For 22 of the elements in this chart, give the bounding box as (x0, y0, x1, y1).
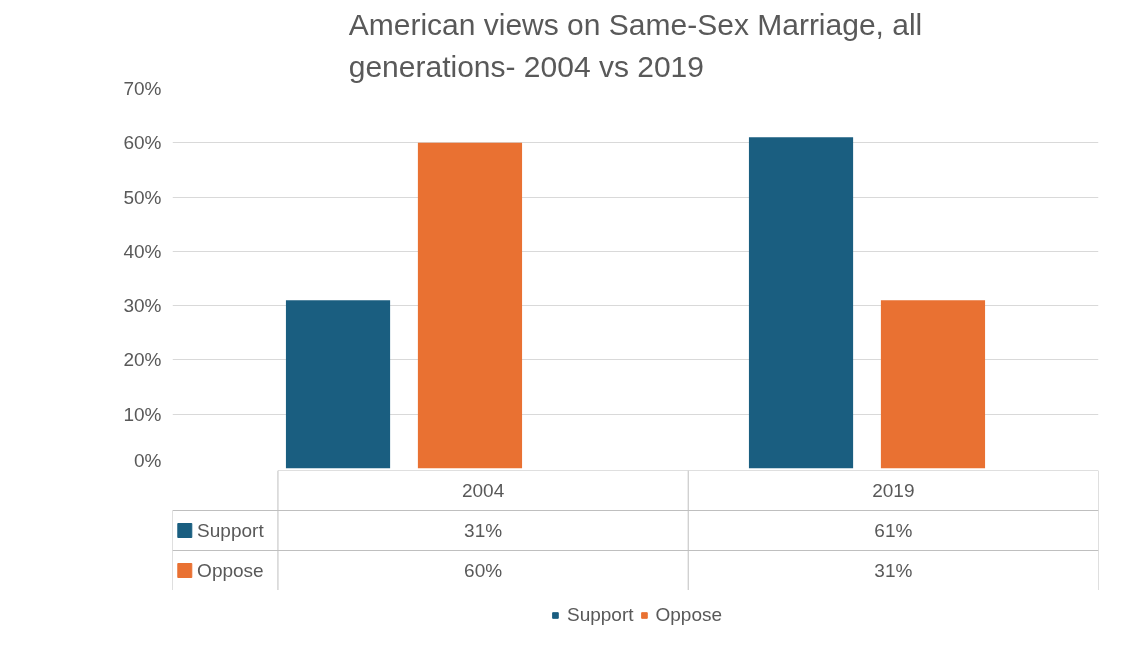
y-tick-label: 10% (123, 403, 162, 425)
y-tick-label: 60% (123, 132, 162, 154)
text: Oppose (197, 560, 264, 581)
bar (417, 142, 523, 469)
data-label: 61% (874, 520, 913, 541)
bar (285, 300, 391, 469)
y-tick-label: 40% (123, 240, 162, 262)
x-tick-label: 2004 (461, 480, 505, 501)
y-tick-label: 50% (123, 186, 162, 208)
y-tick-label: 30% (123, 295, 162, 317)
data-label: 31% (874, 560, 913, 581)
text: Support (566, 604, 634, 625)
x-tick-label: 2019 (872, 480, 915, 501)
bar (880, 300, 986, 469)
legend-label: Support (197, 520, 265, 541)
y-tick-label: 70% (123, 78, 162, 99)
chart-title: American views on Same-Sex Marriage, all generations- 2004 vs 2019 (348, 7, 923, 84)
legend-label: Oppose (655, 604, 723, 626)
y-tick-label: 0% (134, 449, 162, 471)
data-label: 60% (464, 560, 503, 581)
y-tick-label: 20% (123, 349, 162, 371)
data-label: 31% (464, 520, 503, 541)
